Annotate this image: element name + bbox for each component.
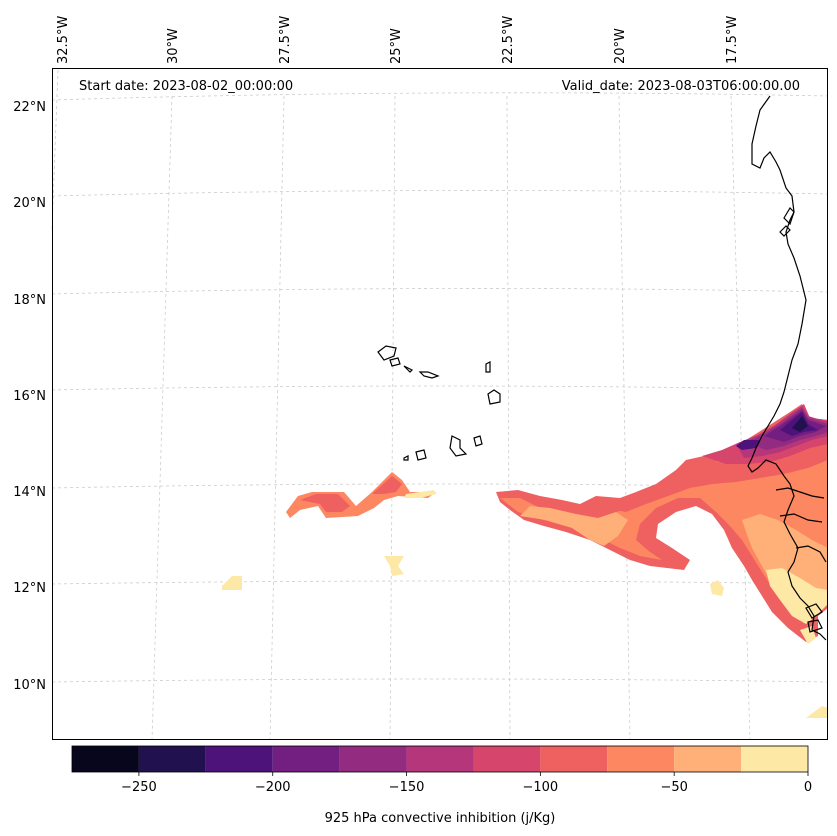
lat-label: 12°N [13,581,46,596]
cin-band-east-3 [520,506,628,546]
cin-band-dark-7 [736,440,760,450]
colorbar-tick-label: −50 [660,780,687,795]
colorbar-tick-label: −200 [255,780,291,795]
lon-label: 32.5°W [56,16,71,64]
lon-labels: 32.5°W 30°W 27.5°W 25°W 22.5°W 20°W 17.5… [56,16,740,64]
cin-patch-small-2 [222,576,242,590]
lat-label: 16°N [13,389,46,404]
lat-label: 10°N [13,678,46,693]
cin-patch-small-1 [384,556,404,576]
lat-labels: 22°N 20°N 18°N 16°N 14°N 12°N 10°N [13,100,46,693]
cape-verde-santiago [449,435,468,457]
cape-verde-sao-vicente [389,357,401,367]
colorbar-swatch [540,746,608,772]
cape-verde-sao-nicolau [403,365,440,379]
coastlines [377,95,827,641]
coast-rias [779,207,795,237]
colorbar-swatch [339,746,407,772]
coast-islands-s [805,603,823,633]
colorbar-tick-label: −250 [121,780,157,795]
lon-label: 20°W [613,28,628,64]
cin-patch-west-4 [404,490,436,498]
colorbar-swatch [473,746,541,772]
colorbar-tick-label: 0 [804,780,812,795]
colorbar-tick-label: −100 [523,780,559,795]
cin-patch-west-2 [300,494,350,512]
lat-label: 14°N [13,485,46,500]
cape-verde-santo-antao [377,345,397,361]
africa-coast [747,95,827,641]
colorbar-label: 925 hPa convective inhibition (j/Kg) [325,811,556,826]
cin-patch-small-4 [806,706,828,718]
lat-label: 22°N [13,100,46,115]
start-date-text: Start date: 2023-08-02_00:00:00 [79,79,293,94]
lat-label: 20°N [13,196,46,211]
lon-label: 17.5°W [725,16,740,64]
cape-verde-maio [473,435,483,447]
cin-patch-small-3 [710,580,724,596]
colorbar-swatch [406,746,474,772]
lon-label: 30°W [166,28,181,64]
colorbar: −250 −200 −150 −100 −50 0 [71,745,812,795]
cape-verde-boa-vista [487,389,501,405]
valid-date-text: Valid_date: 2023-08-03T06:00:00.00 [562,79,800,94]
colorbar-swatch [741,746,808,772]
colorbar-frame [71,745,809,773]
cape-verde-sal [485,361,491,373]
colorbar-swatch [138,746,206,772]
lon-label: 27.5°W [278,16,293,64]
cape-verde-fogo [415,449,427,461]
colorbar-swatch [607,746,675,772]
lon-label: 25°W [389,28,404,64]
lon-label: 22.5°W [501,16,516,64]
bissagos [795,545,827,563]
colorbar-swatch [272,746,340,772]
lat-label: 18°N [13,293,46,308]
gambia-river [775,487,825,499]
colorbar-swatch [674,746,742,772]
cin-band-dark-6 [792,416,808,432]
cin-contours [222,404,828,718]
map-frame [52,68,828,740]
colorbar-tick-label: −150 [389,780,425,795]
cin-patch-west-3 [372,476,402,494]
colorbar-swatch [72,746,139,772]
colorbar-swatch [205,746,273,772]
cape-verde-brava [403,455,409,461]
graticule [51,69,829,741]
cin-band-east-5 [766,568,828,624]
casamance [779,513,823,523]
